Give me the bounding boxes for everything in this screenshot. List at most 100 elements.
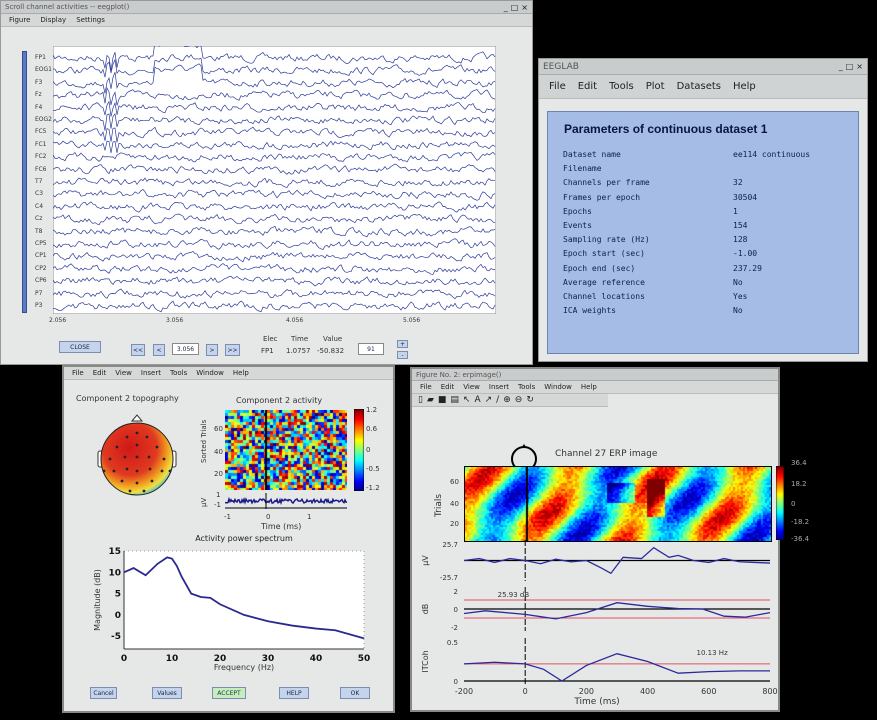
menu-view[interactable]: View	[463, 383, 480, 391]
close-button[interactable]: CLOSE	[59, 341, 101, 353]
channel-label: C4	[35, 202, 44, 210]
menu-file[interactable]: File	[420, 383, 432, 391]
ytick: 40	[450, 500, 459, 508]
close-icon[interactable]: ×	[856, 62, 863, 71]
accept-button[interactable]: ACCEPT	[212, 687, 246, 699]
print-icon[interactable]: ▤	[450, 395, 459, 405]
menu-file[interactable]: File	[549, 81, 566, 92]
menu-insert[interactable]: Insert	[488, 383, 509, 391]
parameter-name: ICA weights	[563, 306, 616, 316]
menu-help[interactable]: Help	[732, 81, 756, 92]
colorbar-tick: 0	[791, 500, 796, 508]
arrow-tool-icon[interactable]: ↗	[484, 395, 493, 405]
parameter-row: Epochs 1	[548, 207, 858, 221]
xtick: 0	[266, 513, 271, 521]
panel-title: Parameters of continuous dataset 1	[564, 122, 768, 136]
eeg-trace	[53, 189, 496, 201]
close-icon[interactable]: ×	[521, 2, 528, 12]
line-tool-icon[interactable]: /	[496, 395, 500, 405]
window-title: Figure No. 2: erpimage()	[416, 370, 502, 379]
x-axis-label: Time (ms)	[573, 697, 619, 707]
menu-edit[interactable]: Edit	[92, 369, 107, 377]
menu-window[interactable]: Window	[196, 369, 224, 377]
colorbar-tick: -18.2	[791, 518, 810, 526]
menu-tools[interactable]: Tools	[517, 383, 536, 391]
electrode-dot	[120, 479, 124, 483]
maximize-icon[interactable]: □	[845, 62, 854, 71]
menu-edit[interactable]: Edit	[577, 81, 598, 92]
values-button[interactable]: Values	[152, 687, 182, 699]
zoom-in-icon[interactable]: ⊕	[503, 395, 511, 405]
maximize-icon[interactable]: □	[510, 2, 519, 12]
menu-edit[interactable]: Edit	[440, 383, 455, 391]
channel-label: FC2	[35, 153, 47, 161]
text-tool-icon[interactable]: A	[474, 395, 481, 405]
menu-insert[interactable]: Insert	[140, 369, 161, 377]
menu-view[interactable]: View	[115, 369, 132, 377]
parameter-row: ICA weights No	[548, 306, 858, 320]
scale-down-button[interactable]: -	[397, 351, 408, 359]
y-tick-label: -5	[111, 632, 121, 642]
xtick: -1	[224, 513, 231, 521]
minimize-icon[interactable]: _	[838, 62, 843, 71]
electrode-dot	[150, 479, 154, 483]
scroll-forward-button[interactable]: >	[206, 344, 218, 356]
eeglab-window: EEGLAB _ □ × File Edit Tools Plot Datasets …	[538, 58, 868, 362]
topography-title: Component 2 topography	[76, 394, 179, 403]
eeg-trace	[53, 126, 496, 143]
colorbar-tick: -36.4	[791, 535, 810, 543]
plot-frame	[53, 46, 496, 314]
x-tick: 2.056	[49, 317, 67, 324]
minimize-icon[interactable]: _	[503, 2, 508, 12]
menu-tools[interactable]: Tools	[609, 81, 634, 92]
y-tick-label: 10	[108, 568, 121, 578]
scroll-forward-fast-button[interactable]: >>	[225, 344, 240, 356]
y-tick-label: 0	[454, 606, 458, 614]
zoom-out-icon[interactable]: ⊖	[514, 395, 523, 405]
rotate-icon[interactable]: ↻	[526, 395, 534, 405]
channel-label: C3	[35, 190, 44, 198]
ytick: 20	[214, 470, 223, 478]
parameter-value: No	[733, 277, 743, 287]
scroll-back-fast-button[interactable]: <<	[131, 344, 145, 356]
x-tick-label: 30	[262, 654, 275, 664]
help-button[interactable]: HELP	[279, 687, 309, 699]
menu-plot[interactable]: Plot	[645, 81, 665, 92]
eeg-trace	[53, 300, 496, 313]
ok-button[interactable]: OK	[340, 687, 370, 699]
menu-settings[interactable]: Settings	[76, 16, 105, 24]
scroll-back-button[interactable]: <	[153, 344, 165, 356]
scale-input[interactable]: 91	[358, 343, 384, 355]
image-ylabel: Trials	[434, 493, 444, 517]
menu-display[interactable]: Display	[40, 16, 67, 24]
window-title: EEGLAB	[543, 61, 579, 72]
menu-window[interactable]: Window	[544, 383, 572, 391]
x-tick-label: 800	[762, 687, 777, 696]
open-file-icon[interactable]: ▰	[426, 395, 434, 405]
erp-line	[225, 496, 347, 506]
menu-help[interactable]: Help	[580, 383, 597, 391]
menu-tools[interactable]: Tools	[169, 369, 188, 377]
cancel-button[interactable]: Cancel	[90, 687, 117, 699]
parameter-name: Epoch end (sec)	[563, 263, 636, 273]
menu-datasets[interactable]: Datasets	[676, 81, 721, 92]
menu-figure[interactable]: Figure	[9, 16, 31, 24]
ersp-annotation: 25.93 dB	[498, 591, 530, 599]
time-input[interactable]: 3.056	[172, 343, 199, 355]
vertical-scrollbar[interactable]	[22, 51, 27, 313]
channel-label: P3	[35, 302, 43, 309]
scale-up-button[interactable]: +	[397, 340, 408, 348]
eeg-trace	[53, 46, 496, 71]
parameter-value: 237.29	[733, 263, 762, 273]
parameter-row: Filename	[548, 164, 858, 178]
new-file-icon[interactable]: ▯	[418, 395, 423, 405]
save-icon[interactable]: ■	[437, 395, 447, 405]
colorbar-tick: 36.4	[791, 459, 807, 467]
select-arrow-icon[interactable]: ↖	[462, 395, 471, 405]
title-bar: Scroll channel activities -- eegplot() _ □…	[1, 1, 532, 14]
electrode-dot	[168, 469, 172, 473]
menu-help[interactable]: Help	[232, 369, 249, 377]
parameter-row: Dataset name ee114 continuous	[548, 150, 858, 164]
electrode-dot	[125, 467, 129, 471]
menu-file[interactable]: File	[72, 369, 84, 377]
